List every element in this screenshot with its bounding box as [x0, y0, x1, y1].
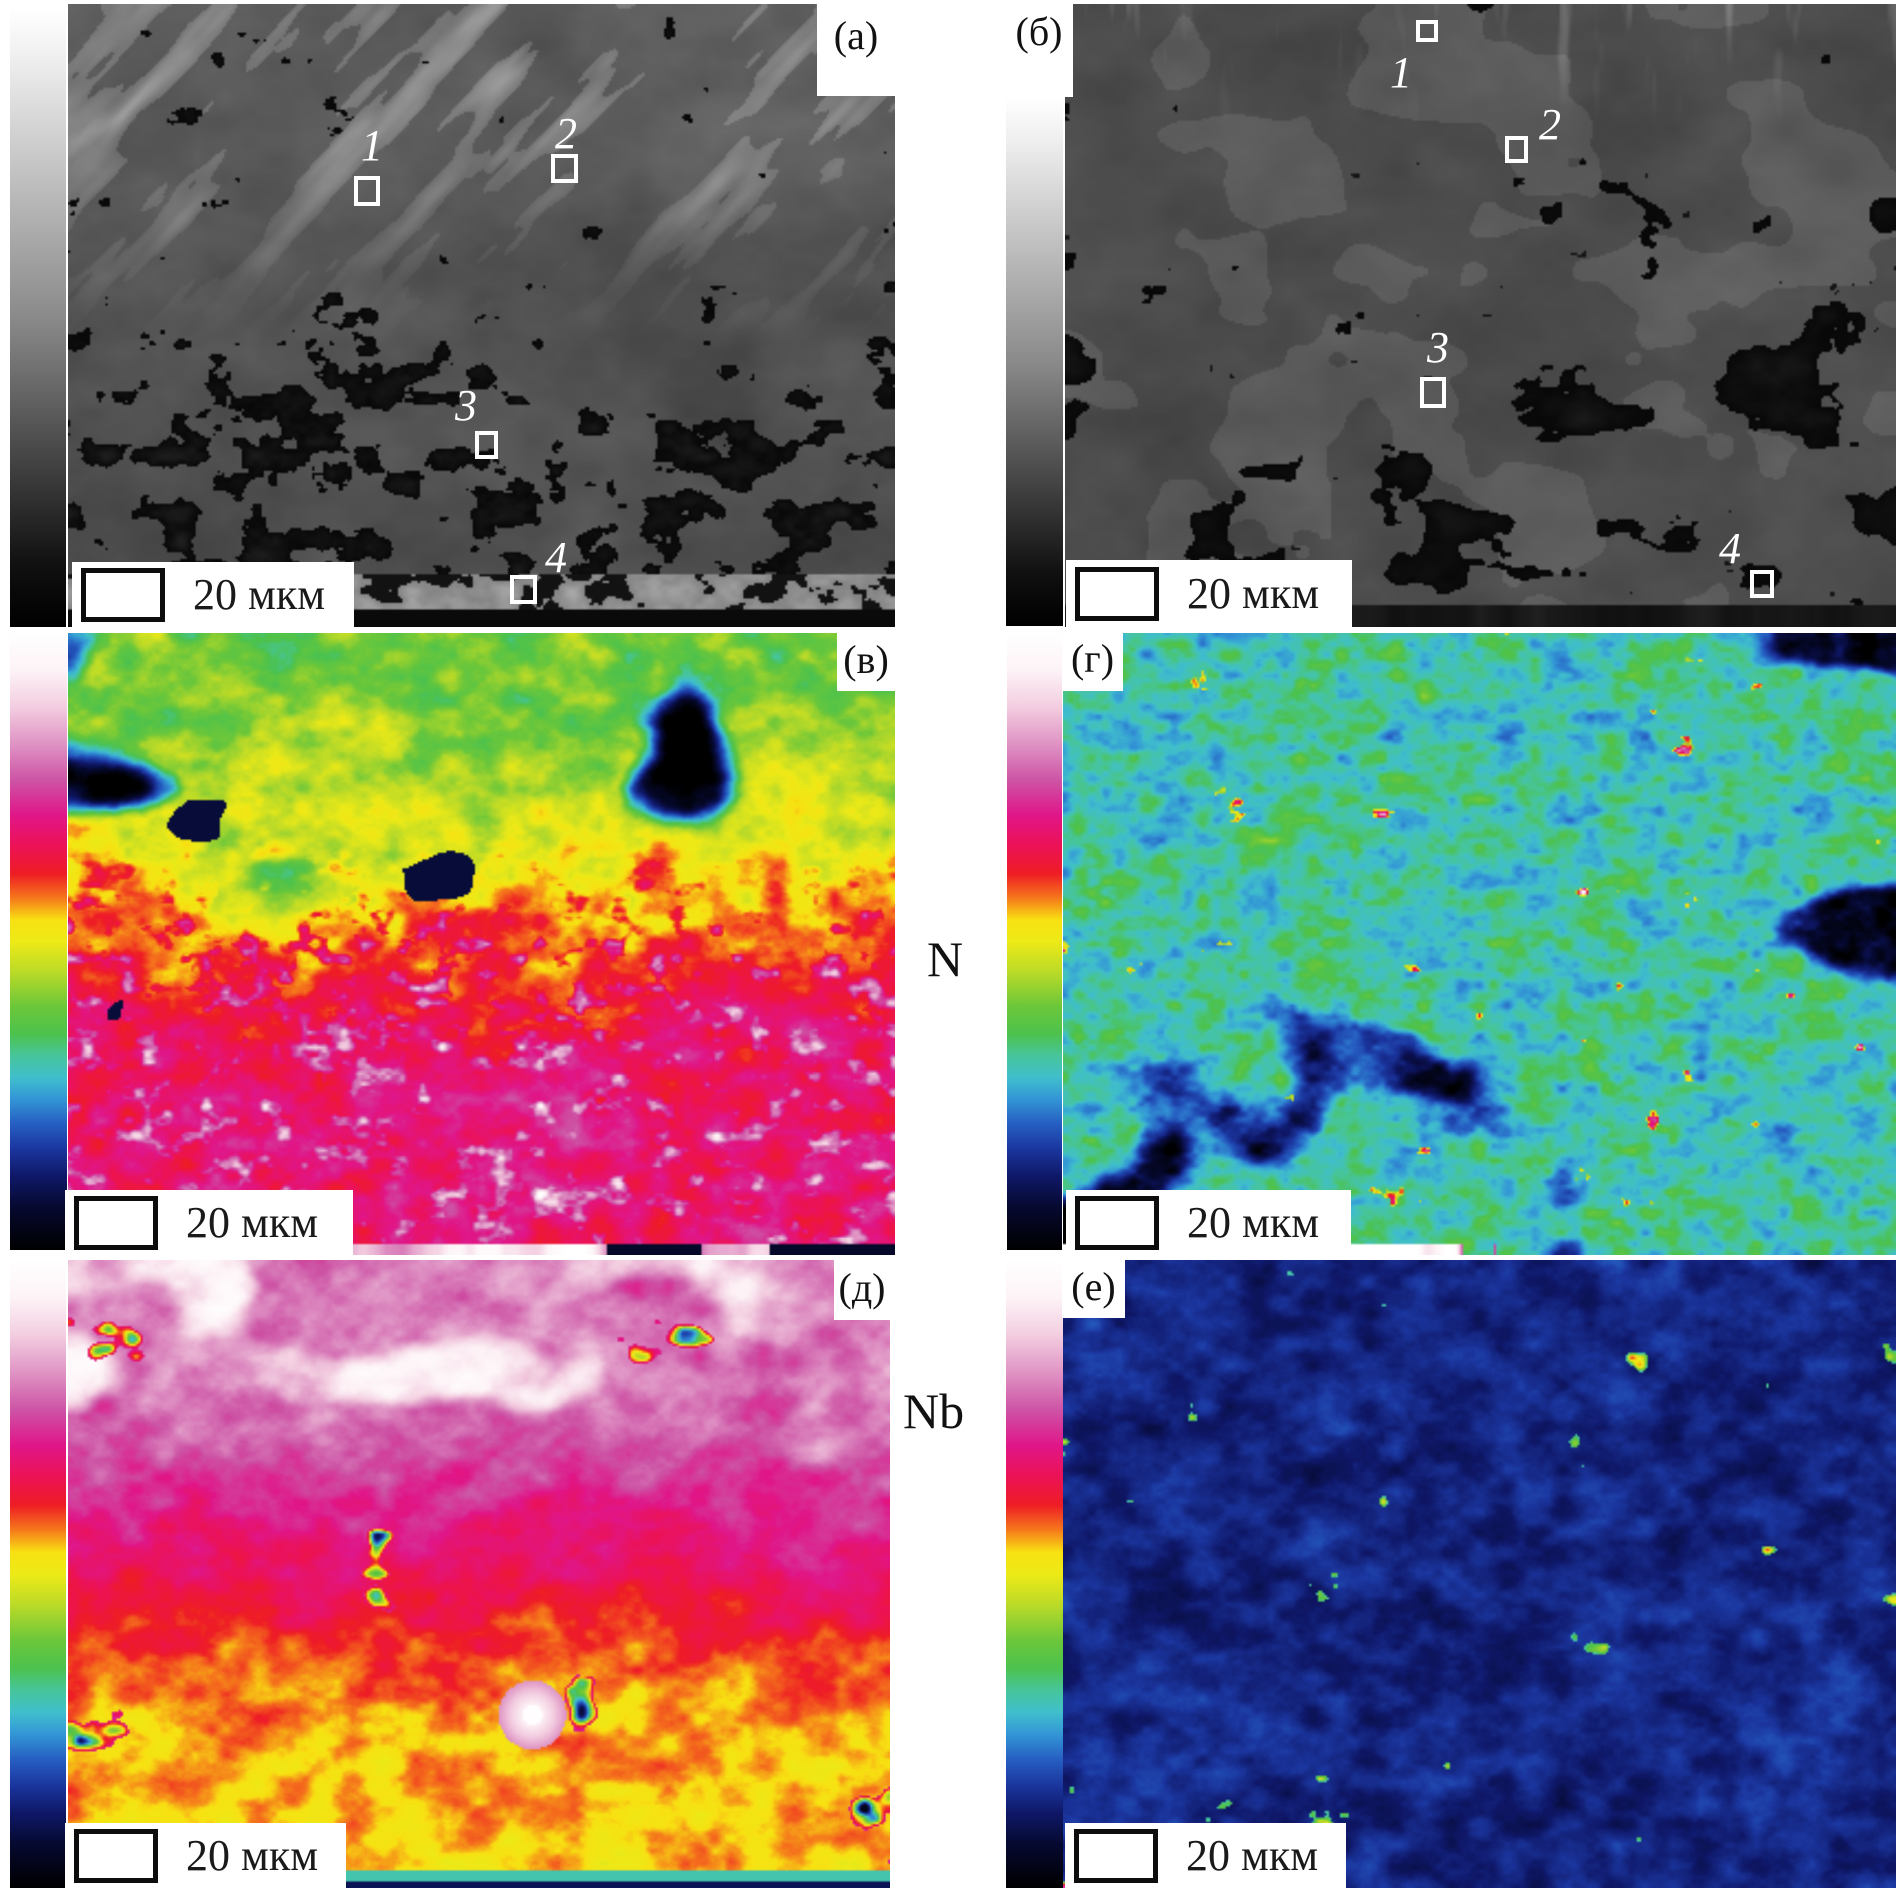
- scalebar-d: 20 мкм: [65, 1823, 346, 1888]
- rainbow-colorbar-d: [10, 1260, 66, 1888]
- scalebar-b-rect: [1075, 566, 1159, 621]
- scalebar-d-rect: [74, 1828, 158, 1883]
- panel-v-letter: (в): [843, 637, 889, 682]
- nitrogen-map-v-canvas: [68, 633, 895, 1255]
- scalebar-a-text: 20 мкм: [193, 570, 326, 619]
- rainbow-colorbar-v: [10, 633, 67, 1250]
- scalebar-g: 20 мкм: [1066, 1190, 1351, 1255]
- panel-e-niobium-map: 20 мкм: [1063, 1260, 1896, 1888]
- scalebar-b-text: 20 мкм: [1187, 569, 1320, 618]
- marker-4-number: 4: [1719, 524, 1741, 573]
- marker-1-number: 1: [1390, 48, 1412, 97]
- nitrogen-map-g-canvas: [1063, 633, 1896, 1255]
- marker-2-number: 2: [1539, 100, 1561, 149]
- scalebar-g-text: 20 мкм: [1187, 1198, 1320, 1247]
- scalebar-d-text: 20 мкм: [186, 1831, 319, 1880]
- niobium-map-e-canvas: [1063, 1260, 1896, 1888]
- panel-a-label-box: (а): [817, 4, 895, 96]
- panel-e-letter: (е): [1071, 1264, 1116, 1309]
- marker-4-number: 4: [545, 533, 567, 582]
- panel-a-letter: (а): [833, 13, 879, 58]
- scalebar-v-text: 20 мкм: [186, 1198, 319, 1247]
- panel-b-letter: (б): [1015, 9, 1063, 54]
- panel-g-label-box: (г): [1062, 630, 1123, 691]
- grayscale-colorbar-a: [10, 8, 66, 627]
- panel-g-nitrogen-map: 20 мкм: [1063, 633, 1896, 1255]
- rainbow-colorbar-g: [1007, 633, 1062, 1250]
- niobium-map-d-canvas: [68, 1260, 890, 1888]
- scalebar-v-rect: [74, 1195, 158, 1250]
- scalebar-e: 20 мкм: [1065, 1823, 1346, 1888]
- panel-d-niobium-map: (д) 20 мкм: [65, 1260, 890, 1888]
- panel-d-letter: (д): [838, 1265, 886, 1310]
- scalebar-g-rect: [1075, 1195, 1159, 1250]
- scalebar-e-rect: [1074, 1828, 1158, 1883]
- marker-2-box: [551, 154, 578, 183]
- marker-3-number: 3: [455, 381, 477, 430]
- sem-micrograph-a-canvas: [68, 4, 895, 627]
- scalebar-b: 20 мкм: [1066, 560, 1352, 627]
- panel-g-letter: (г): [1070, 636, 1115, 681]
- panel-b-label-box: (б): [1005, 0, 1073, 97]
- panel-v-label-box: (в): [837, 632, 895, 691]
- marker-4-box: [1750, 570, 1774, 598]
- marker-1-number: 1: [361, 121, 383, 170]
- panel-a-sem-micrograph: (а) 1 2 3 4 20 мкм: [68, 4, 895, 627]
- marker-3-box: [475, 431, 498, 459]
- panel-b-sem-micrograph: 1 2 3 4 20 мкм: [1065, 4, 1896, 627]
- sem-micrograph-b-canvas: [1065, 4, 1896, 627]
- element-label-niobium: Nb: [903, 1383, 965, 1439]
- grayscale-colorbar-b: [1006, 98, 1063, 626]
- panel-d-label-box: (д): [834, 1260, 890, 1320]
- marker-1-box: [354, 176, 380, 206]
- scalebar-e-text: 20 мкм: [1186, 1831, 1319, 1880]
- marker-1-box: [1416, 20, 1438, 42]
- marker-3-box: [1420, 377, 1446, 408]
- panel-v-nitrogen-map: (в) 20 мкм: [65, 632, 895, 1255]
- panel-e-label-box: (е): [1062, 1260, 1125, 1318]
- element-label-nitrogen: N: [927, 931, 964, 987]
- marker-2-number: 2: [555, 109, 577, 158]
- scalebar-a-rect: [81, 567, 165, 622]
- rainbow-colorbar-e: [1006, 1260, 1063, 1888]
- scalebar-a: 20 мкм: [72, 562, 354, 627]
- scalebar-v: 20 мкм: [65, 1190, 353, 1255]
- marker-3-number: 3: [1427, 323, 1449, 372]
- marker-2-box: [1505, 136, 1528, 163]
- marker-4-box: [510, 575, 537, 604]
